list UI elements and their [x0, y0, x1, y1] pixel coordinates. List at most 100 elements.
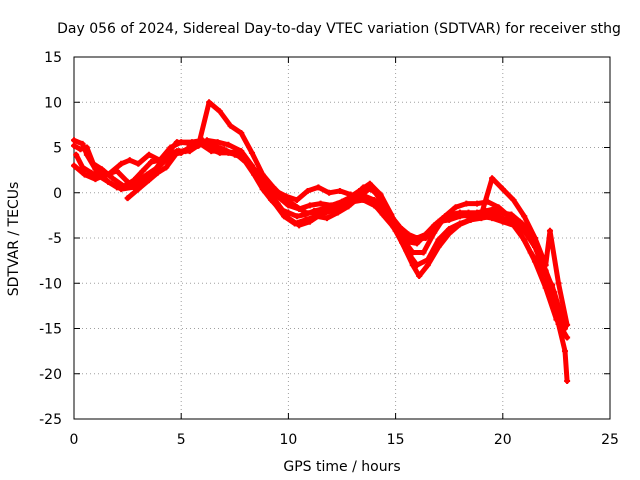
data-point — [414, 235, 421, 241]
data-point — [546, 227, 553, 234]
data-point — [188, 139, 195, 146]
y-tick-label: -15 — [39, 322, 62, 338]
data-point — [124, 195, 131, 202]
series-line — [73, 141, 566, 326]
data-point — [416, 273, 423, 280]
data-point — [499, 209, 506, 216]
data-point — [248, 149, 255, 156]
data-point — [564, 321, 571, 328]
data-point — [113, 184, 120, 191]
data-point — [302, 211, 309, 218]
data-point — [285, 209, 292, 216]
data-point — [79, 140, 86, 147]
data-point — [452, 204, 459, 211]
data-point — [154, 164, 161, 171]
data-point — [439, 215, 446, 222]
data-point — [163, 164, 170, 171]
data-point — [214, 139, 221, 146]
data-point — [139, 168, 146, 175]
data-point — [83, 144, 90, 151]
series-line — [71, 141, 568, 331]
data-point — [424, 256, 431, 263]
data-point — [465, 209, 472, 216]
data-point — [334, 209, 341, 216]
data-point — [345, 196, 352, 203]
data-point — [191, 144, 198, 151]
x-tick-label: 20 — [494, 432, 512, 448]
x-tick-label: 25 — [601, 432, 619, 448]
data-point — [403, 238, 410, 245]
series-6 — [73, 140, 566, 327]
data-point — [564, 334, 571, 341]
data-point — [96, 173, 103, 180]
data-point — [233, 151, 240, 158]
data-point — [216, 108, 223, 115]
data-point — [542, 267, 549, 274]
x-tick-labels: 0 5 10 15 20 25 — [70, 432, 619, 448]
data-point — [285, 215, 292, 222]
data-point — [474, 200, 481, 207]
data-point — [311, 207, 318, 214]
data-point — [122, 182, 129, 189]
data-point — [564, 377, 571, 384]
data-point — [227, 122, 234, 129]
data-point — [285, 202, 292, 209]
data-point — [296, 222, 303, 229]
data-point — [319, 206, 326, 213]
data-point — [306, 218, 313, 225]
data-point — [561, 348, 568, 355]
x-tick-label: 0 — [70, 432, 79, 448]
data-point — [251, 171, 258, 178]
data-point — [154, 169, 161, 176]
data-point — [360, 184, 367, 191]
data-point — [143, 171, 150, 178]
data-point — [431, 222, 438, 229]
data-point — [225, 141, 232, 148]
y-tick-label: -25 — [39, 412, 62, 428]
series-line — [105, 137, 570, 328]
data-point — [81, 171, 88, 178]
data-point — [148, 158, 155, 165]
data-point — [510, 196, 517, 203]
data-point — [88, 169, 95, 176]
data-point — [225, 149, 232, 156]
data-point — [474, 209, 481, 216]
data-point — [534, 245, 541, 252]
data-point — [293, 196, 300, 203]
data-point — [431, 229, 438, 236]
data-point — [259, 186, 266, 193]
data-point — [371, 196, 378, 203]
data-point — [126, 157, 133, 164]
data-point — [304, 187, 311, 194]
data-point — [306, 202, 313, 209]
data-point — [276, 206, 283, 213]
data-point — [296, 206, 303, 213]
data-point — [326, 189, 333, 196]
data-point — [508, 213, 515, 220]
data-point — [323, 215, 330, 222]
data-point — [516, 218, 523, 225]
data-point — [489, 175, 496, 182]
x-tick-label: 5 — [177, 432, 186, 448]
data-point — [336, 187, 343, 194]
data-point — [71, 142, 77, 149]
data-point — [98, 166, 105, 173]
data-point — [77, 146, 84, 153]
data-series — [71, 99, 571, 384]
data-point — [208, 146, 215, 153]
data-point — [293, 213, 300, 220]
data-point — [146, 151, 153, 158]
data-point — [420, 249, 427, 256]
data-point — [146, 177, 153, 184]
data-point — [527, 249, 534, 256]
y-tick-label: 5 — [53, 141, 62, 157]
data-point — [105, 171, 112, 178]
y-tick-label: -5 — [48, 231, 62, 247]
data-point — [131, 177, 138, 184]
data-point — [79, 164, 86, 171]
data-point — [491, 206, 498, 213]
data-point — [182, 148, 189, 155]
y-tick-label: 10 — [44, 95, 62, 111]
data-point — [499, 186, 506, 193]
